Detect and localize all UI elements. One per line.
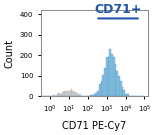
- Bar: [92, 95, 93, 96]
- Bar: [64, 91, 65, 96]
- Bar: [122, 87, 123, 96]
- Bar: [123, 90, 125, 96]
- Bar: [118, 76, 120, 96]
- Bar: [80, 94, 81, 96]
- Bar: [97, 91, 99, 96]
- Bar: [115, 64, 116, 96]
- Bar: [93, 94, 95, 96]
- Bar: [69, 91, 71, 96]
- Bar: [72, 91, 74, 96]
- Bar: [109, 49, 111, 96]
- Text: CD71+: CD71+: [94, 3, 142, 16]
- Bar: [116, 71, 118, 96]
- Y-axis label: Count: Count: [4, 39, 14, 68]
- Bar: [95, 93, 97, 96]
- Bar: [127, 94, 129, 96]
- Bar: [106, 57, 108, 96]
- Bar: [113, 57, 115, 96]
- Bar: [111, 54, 113, 96]
- Bar: [120, 81, 122, 96]
- Bar: [76, 93, 78, 96]
- Bar: [90, 95, 92, 96]
- X-axis label: CD71 PE-Cy7: CD71 PE-Cy7: [62, 121, 127, 131]
- Bar: [99, 85, 101, 96]
- Bar: [53, 95, 55, 96]
- Bar: [78, 95, 80, 96]
- Bar: [65, 91, 67, 96]
- Bar: [125, 94, 127, 96]
- Bar: [67, 91, 69, 96]
- Bar: [102, 75, 104, 96]
- Bar: [60, 94, 62, 96]
- Bar: [74, 92, 76, 96]
- Bar: [108, 57, 109, 96]
- Bar: [104, 68, 106, 96]
- Bar: [57, 94, 58, 96]
- Bar: [62, 92, 64, 96]
- Bar: [71, 89, 72, 96]
- Bar: [58, 93, 60, 96]
- Bar: [101, 81, 102, 96]
